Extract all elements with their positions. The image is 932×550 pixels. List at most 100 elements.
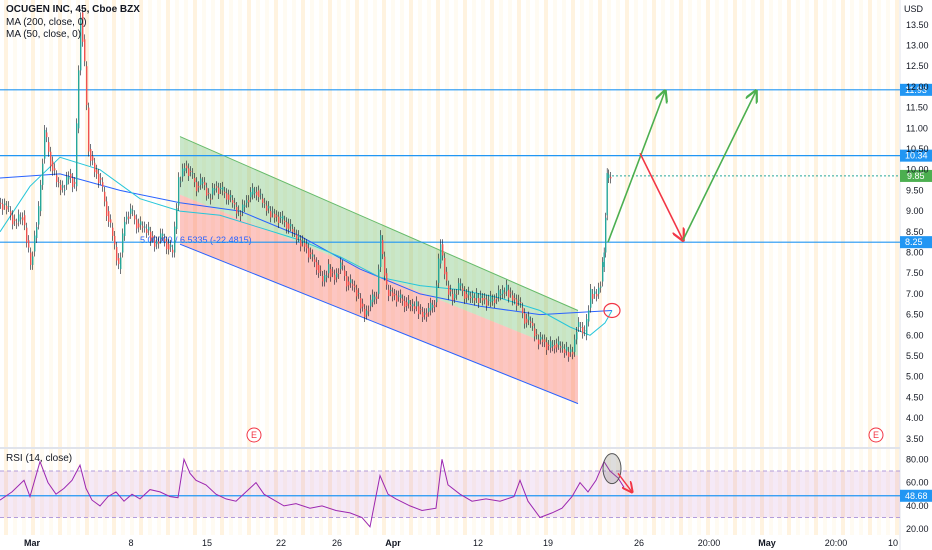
time-tick: 26 — [332, 538, 342, 548]
candle — [164, 238, 166, 242]
session-stripe — [697, 0, 701, 535]
candle — [220, 187, 222, 190]
candle — [606, 173, 608, 216]
candle — [274, 213, 276, 218]
session-stripe — [103, 0, 107, 535]
candle — [162, 233, 164, 236]
session-stripe — [607, 0, 611, 535]
earnings-marker[interactable] — [868, 427, 884, 443]
session-stripe — [643, 0, 647, 535]
candle — [316, 262, 318, 270]
session-stripe — [292, 0, 296, 535]
ma50-legend: MA (50, close, 0) — [6, 29, 82, 40]
candle — [500, 293, 502, 296]
projection-down-arrow — [639, 152, 683, 240]
session-stripe — [148, 0, 152, 535]
candle — [464, 291, 466, 299]
projection-up-arrow-2 — [682, 91, 756, 241]
candle — [186, 165, 188, 169]
candle — [142, 226, 144, 228]
candle — [88, 107, 90, 152]
time-axis: Mar 8 15 22 26 Apr 12 19 26 20:00 May 20:00 10 — [24, 538, 898, 548]
session-stripe — [49, 0, 53, 535]
candle — [422, 311, 424, 318]
candle — [386, 273, 388, 285]
candle — [304, 242, 306, 247]
candle — [110, 219, 112, 223]
price-tick: 8.00 — [906, 248, 924, 258]
candle — [390, 290, 392, 292]
channel-lower-zone — [180, 194, 578, 404]
candle — [78, 70, 80, 129]
candle — [284, 220, 286, 223]
session-stripe — [760, 0, 764, 535]
candle — [52, 161, 54, 171]
session-stripe — [670, 0, 674, 535]
candle — [272, 211, 274, 213]
candle — [176, 208, 178, 230]
candle — [118, 258, 120, 265]
candle — [480, 295, 482, 299]
candle — [76, 123, 78, 187]
session-stripe — [211, 0, 215, 535]
candle — [48, 142, 50, 152]
candle — [248, 200, 250, 203]
candle — [16, 223, 18, 225]
rsi-line — [0, 457, 625, 528]
price-tick: 6.50 — [906, 310, 924, 320]
rsi-level-tag — [900, 489, 932, 502]
candle — [424, 313, 426, 315]
candle — [128, 216, 130, 219]
session-stripe — [283, 0, 287, 535]
candle — [488, 299, 490, 301]
rsi-panel: 48.68 — [0, 453, 932, 528]
candle — [448, 285, 450, 295]
candle — [602, 262, 604, 282]
session-stripe — [391, 0, 395, 535]
candle — [232, 200, 234, 203]
candle — [518, 299, 520, 301]
session-stripe — [661, 0, 665, 535]
candle — [210, 198, 212, 200]
session-stripe — [517, 0, 521, 535]
candle — [610, 176, 612, 179]
candle — [190, 171, 192, 172]
candle — [372, 294, 374, 303]
candle — [202, 182, 204, 184]
candle — [342, 264, 344, 266]
candle — [180, 181, 182, 183]
candle — [434, 304, 436, 308]
candle — [144, 226, 146, 228]
session-stripe — [715, 0, 719, 535]
candle — [288, 223, 290, 229]
candle — [98, 173, 100, 183]
session-stripe — [274, 0, 278, 535]
session-stripe — [751, 0, 755, 535]
candle — [116, 246, 118, 261]
candle — [240, 215, 242, 217]
candle — [196, 182, 198, 192]
candle — [506, 284, 508, 292]
price-tick: 5.00 — [906, 372, 924, 382]
candle — [532, 322, 534, 326]
candle — [492, 299, 494, 301]
session-stripe — [814, 0, 818, 535]
candle — [580, 327, 582, 328]
candle — [184, 168, 186, 172]
candle — [242, 204, 244, 212]
price-axis: 3.50 4.00 4.50 5.00 5.50 6.00 6.50 7.00 7.50 8.00… — [906, 20, 929, 534]
candle — [412, 303, 414, 307]
candle — [442, 244, 444, 256]
session-stripe — [418, 0, 422, 535]
session-stripe — [184, 0, 188, 535]
candle — [280, 216, 282, 219]
candle — [158, 241, 160, 244]
candle — [392, 292, 394, 297]
candle — [352, 284, 354, 286]
candle — [36, 227, 38, 239]
price-tick: 10.00 — [906, 165, 929, 175]
earnings-marker[interactable] — [246, 427, 262, 443]
session-stripe — [112, 0, 116, 535]
